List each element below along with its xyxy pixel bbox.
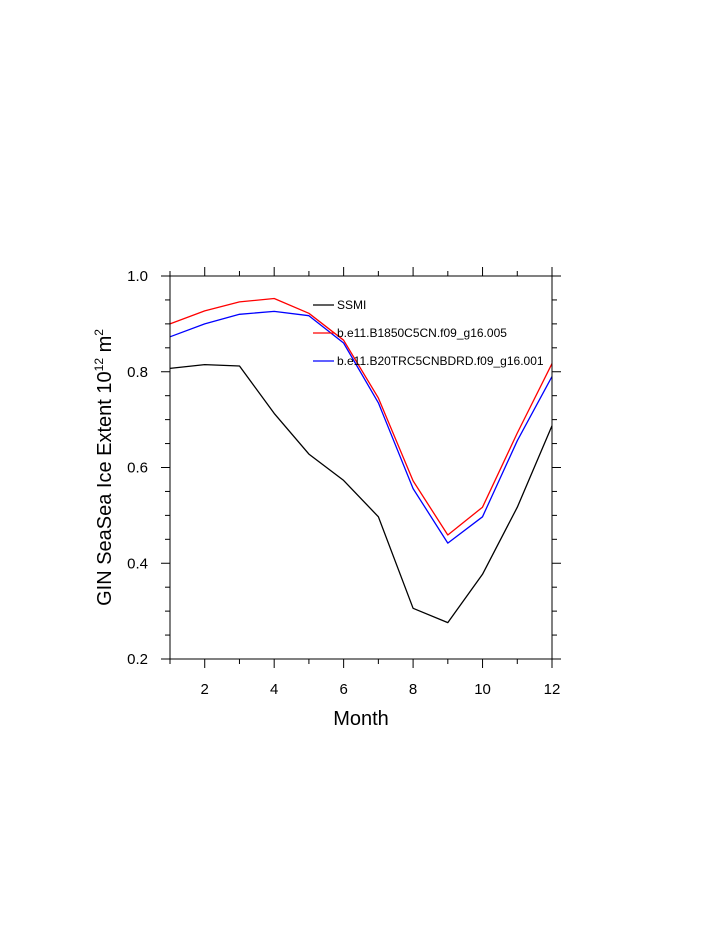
y-axis-title-exponent: 12 xyxy=(92,358,106,372)
series-line xyxy=(169,310,553,544)
plot-series xyxy=(169,297,553,624)
legend-label: b.e11.B20TRC5CNBDRD.f09_g16.001 xyxy=(337,354,544,368)
series-line xyxy=(169,363,553,624)
y-tick-label: 0.4 xyxy=(127,555,148,572)
legend-label: SSMI xyxy=(337,298,366,312)
y-tick-label: 1.0 xyxy=(127,268,148,285)
plot-frame xyxy=(169,275,553,660)
x-tick-label: 6 xyxy=(339,681,347,698)
x-tick-label: 12 xyxy=(544,681,561,698)
x-axis-title: Month xyxy=(333,708,389,730)
x-tick-label: 8 xyxy=(409,681,417,698)
y-axis-title-unit: m xyxy=(94,336,116,358)
y-tick-label: 0.6 xyxy=(127,460,148,477)
y-tick-label: 0.2 xyxy=(127,651,148,668)
series-line xyxy=(169,297,553,536)
axis-ticks xyxy=(161,267,561,668)
y-axis-title-unit-exponent: 2 xyxy=(92,329,106,336)
x-tick-label: 4 xyxy=(270,681,278,698)
legend-label: b.e11.B1850C5CN.f09_g16.005 xyxy=(337,326,507,340)
legend: SSMI b.e11.B1850C5CN.f09_g16.005 b.e11.B20… xyxy=(313,298,544,368)
x-tick-label: 2 xyxy=(201,681,209,698)
y-axis-title: GIN SeaSea Ice Extent 1012 m2 xyxy=(92,329,116,606)
x-tick-label: 10 xyxy=(474,681,491,698)
tick-labels: 2 4 6 8 10 12 0.2 0.4 0.6 0.8 1.0 xyxy=(127,268,560,698)
y-tick-label: 0.8 xyxy=(127,364,148,381)
y-axis-title-base: GIN SeaSea Ice Extent 10 xyxy=(94,371,116,606)
